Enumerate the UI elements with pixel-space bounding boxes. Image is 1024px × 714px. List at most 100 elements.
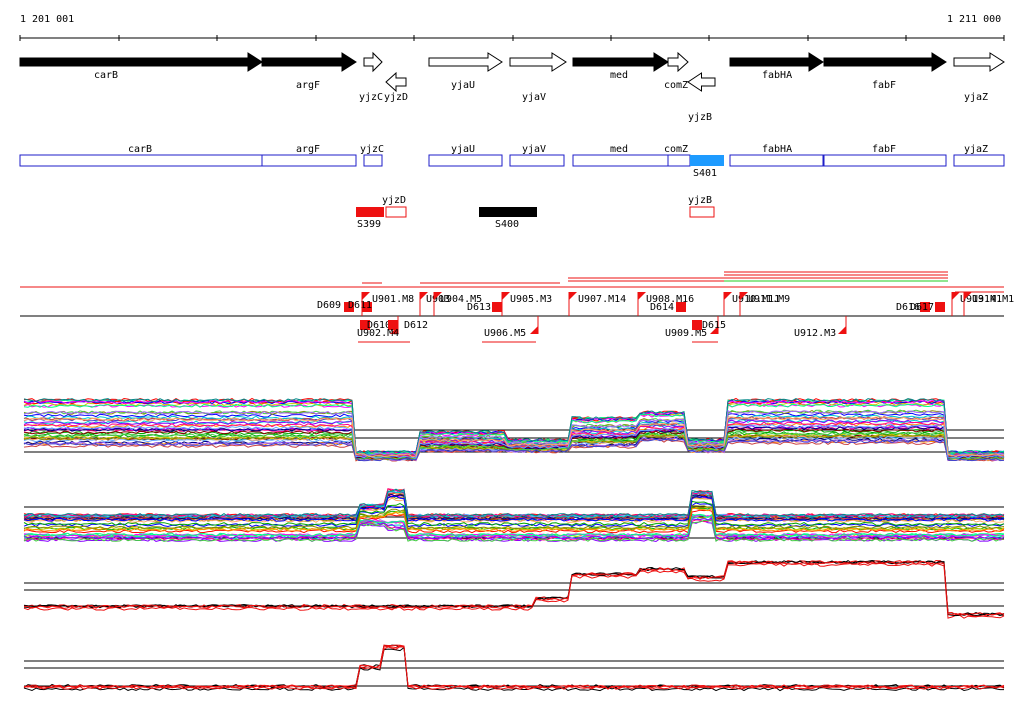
feature-upper-label: U901.M8	[372, 294, 414, 305]
gene-box-label: yjaZ	[964, 144, 988, 155]
expression-line	[23, 507, 1005, 532]
expression-line	[23, 488, 1005, 518]
gene-box	[428, 154, 503, 167]
feature-flag	[362, 292, 370, 300]
feature-flag	[724, 292, 732, 300]
expression-line	[23, 487, 1005, 518]
expression-line	[23, 490, 1005, 518]
gene-arrow-track: carB argF yjzC yjzD yjaU yjaV med comZ yjzB fabHA…	[19, 51, 1005, 123]
feature-flag	[434, 292, 442, 300]
feature-flag	[420, 292, 428, 300]
expression-line	[23, 562, 1005, 619]
expression-line	[23, 399, 1005, 455]
feature-upper-label: D613	[467, 302, 491, 313]
gene-box-label: yjaU	[451, 144, 475, 155]
feature-marker	[935, 302, 945, 312]
expression-line	[23, 644, 1005, 688]
segment-yjzb-box	[689, 206, 715, 218]
gene-arrow	[428, 52, 503, 72]
gene-arrow	[385, 71, 407, 93]
expression-line	[23, 506, 1005, 531]
feature-upper-label: U911.M9	[748, 294, 790, 305]
expression-line	[23, 495, 1005, 522]
gene-box-track: carB argF yjzC yjaU yjaV med comZ fabHA fabF yjaZ…	[19, 144, 1005, 179]
feature-upper-label: U908.M16	[646, 294, 694, 305]
expression-line	[23, 505, 1005, 530]
gene-box-label: comZ	[664, 144, 688, 155]
expression-line	[23, 431, 1005, 460]
feature-upper-label: U903	[426, 294, 450, 305]
feature-upper-label: D616	[896, 302, 920, 313]
expression-line	[23, 409, 1005, 457]
expression-line	[23, 488, 1005, 518]
gene-box	[261, 154, 357, 167]
segment-s401-label: S401	[693, 168, 717, 179]
segment-track: yjzD yjzB S399 S400	[356, 195, 715, 230]
expression-line	[23, 560, 1005, 617]
gene-box	[19, 154, 263, 167]
expression-line	[23, 398, 1005, 454]
expression-line	[23, 403, 1005, 455]
feature-upper-label: D617	[910, 302, 934, 313]
feature-upper-label: D611	[348, 300, 372, 311]
feature-flag	[838, 326, 846, 334]
expression-line	[23, 645, 1005, 689]
expression-line	[23, 500, 1005, 527]
gene-arrow-label: med	[610, 70, 628, 81]
feature-upper-label: U905.M3	[510, 294, 552, 305]
axis-right-label: 1 211 000	[947, 14, 1001, 25]
segment-gene-label: yjzB	[688, 195, 712, 206]
gene-box	[363, 154, 383, 167]
feature-flag	[502, 292, 510, 300]
gene-box-label: argF	[296, 144, 320, 155]
gene-arrow-label: yjaV	[522, 92, 546, 103]
segment-s399	[356, 207, 384, 217]
expression-line	[23, 560, 1005, 617]
feature-flag	[964, 292, 972, 300]
gene-box	[509, 154, 565, 167]
gene-arrow	[261, 52, 357, 72]
expression-line	[23, 437, 1005, 462]
expression-line	[23, 646, 1004, 692]
gene-arrow	[953, 52, 1005, 72]
gene-arrow	[509, 52, 567, 72]
expression-line	[23, 428, 1005, 460]
gene-arrow-label: yjzC	[359, 92, 383, 103]
gene-box-label: yjzC	[360, 144, 384, 155]
gene-arrow	[572, 52, 669, 72]
expression-line	[23, 493, 1005, 521]
gene-arrow-label: carB	[94, 70, 118, 81]
gene-box	[667, 154, 691, 167]
feature-flag	[530, 326, 538, 334]
feature-lower-label: U912.M3	[794, 328, 836, 339]
expression-line	[23, 416, 1005, 458]
feature-flag	[710, 326, 718, 334]
feature-lower-label: U902.M4	[357, 328, 399, 339]
expression-line	[23, 646, 1005, 690]
feature-marker	[676, 302, 686, 312]
segment-yjzd-box	[385, 206, 407, 218]
gene-arrow-label: comZ	[664, 80, 688, 91]
feature-flag	[952, 292, 960, 300]
expression-line	[23, 519, 1005, 543]
feature-marker	[388, 320, 398, 330]
gene-box	[729, 154, 824, 167]
segment-s400	[479, 207, 537, 217]
feature-lower-label: D615	[702, 320, 726, 331]
gene-box-label: fabHA	[762, 144, 792, 155]
axis-left-label: 1 201 001	[20, 14, 74, 25]
feature-lower-label: D612	[404, 320, 428, 331]
feature-marker	[692, 320, 702, 330]
feature-lower-label: D610	[367, 320, 391, 331]
feature-upper-label: U910.M11	[732, 294, 780, 305]
feature-upper-label: D609	[317, 300, 341, 311]
gene-arrow	[729, 52, 824, 72]
feature-marker	[362, 302, 372, 312]
feature-flag	[740, 292, 748, 300]
gene-arrow	[687, 72, 716, 92]
gene-arrow-label: argF	[296, 80, 320, 91]
feature-marker	[344, 302, 354, 312]
segment-s401	[690, 155, 724, 166]
